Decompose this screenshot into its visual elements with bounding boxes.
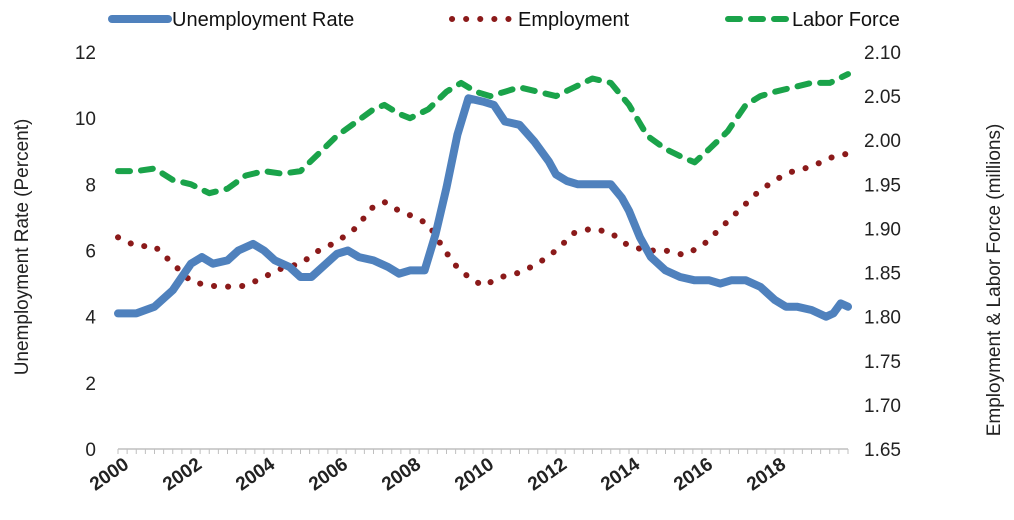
y-axis-right-title: Employment & Labor Force (millions): [984, 124, 1005, 437]
labor-force-line: [115, 71, 851, 197]
y-right-tick-label: 1.95: [864, 175, 901, 196]
legend-unemployment-label: Unemployment Rate: [172, 9, 354, 31]
x-tick-label: 2004: [232, 454, 279, 496]
y-left-tick-label: 4: [85, 308, 96, 329]
y-right-tick-label: 1.80: [864, 308, 901, 329]
x-tick-label: 2014: [597, 454, 644, 496]
y-right-tick-label: 1.90: [864, 219, 901, 240]
employment-line: [115, 150, 851, 290]
y-left-tick-label: 2: [85, 374, 96, 395]
legend: Unemployment Rate Employment Labor Force: [108, 9, 900, 31]
legend-labor-force-label: Labor Force: [792, 9, 900, 31]
y-left-tick-label: 0: [85, 440, 96, 461]
y-right-tick-label: 2.05: [864, 87, 901, 108]
x-tick-label: 2002: [159, 454, 206, 495]
y-left-tick-label: 6: [85, 242, 96, 263]
x-tick-label: 2006: [305, 454, 352, 495]
legend-employment-label: Employment: [518, 9, 630, 31]
x-tick-label: 2012: [524, 454, 571, 495]
unemployment-rate-line: [114, 94, 852, 321]
y-right-tick-label: 1.65: [864, 440, 901, 461]
plot-area: [114, 71, 852, 321]
y-right-tick-label: 2.00: [864, 131, 901, 152]
y-right-tick-label: 1.85: [864, 264, 901, 285]
x-tick-label: 2008: [378, 454, 425, 495]
y-right-tick-label: 1.70: [864, 396, 901, 417]
y-right-tick-label: 2.10: [864, 43, 901, 64]
y-right-tick-label: 1.75: [864, 352, 901, 373]
x-tick-label: 2016: [670, 454, 717, 495]
y-left-tick-label: 8: [85, 175, 96, 196]
x-tick-label: 2018: [743, 454, 790, 495]
y-left-tick-label: 12: [75, 43, 96, 64]
x-tick-label: 2010: [451, 454, 498, 495]
axes: 2000 2002 2004 2006 2008 2010 2012 2014 2016 2018…: [75, 43, 901, 495]
y-left-tick-label: 10: [75, 109, 96, 130]
y-axis-left-title: Unemployment Rate (Percent): [12, 119, 33, 376]
